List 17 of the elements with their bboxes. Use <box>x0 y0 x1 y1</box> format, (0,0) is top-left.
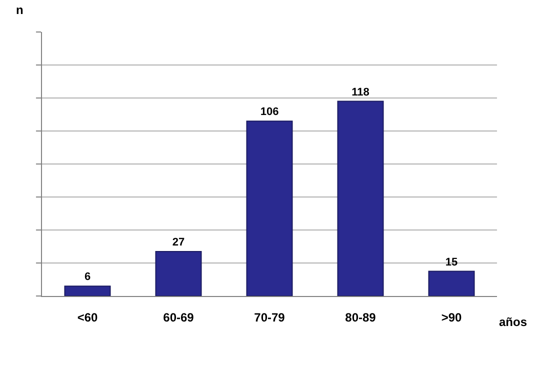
bar <box>337 100 384 296</box>
data-label: 15 <box>445 256 458 268</box>
data-label: 6 <box>84 271 91 284</box>
data-label: 27 <box>172 236 185 248</box>
bar <box>155 250 202 296</box>
bar <box>428 270 475 296</box>
x-tick-label: <60 <box>77 310 98 324</box>
x-tick-label: 80-89 <box>345 310 376 324</box>
x-tick-label: >90 <box>441 310 462 324</box>
bar <box>246 120 293 296</box>
data-label: 118 <box>352 86 370 98</box>
bar <box>64 286 111 296</box>
y-axis-title: n <box>16 3 24 17</box>
x-tick-label: 60-69 <box>163 310 194 324</box>
x-axis-title: años <box>499 315 528 329</box>
data-label: 106 <box>260 106 279 118</box>
x-tick-label: 70-79 <box>254 310 286 324</box>
